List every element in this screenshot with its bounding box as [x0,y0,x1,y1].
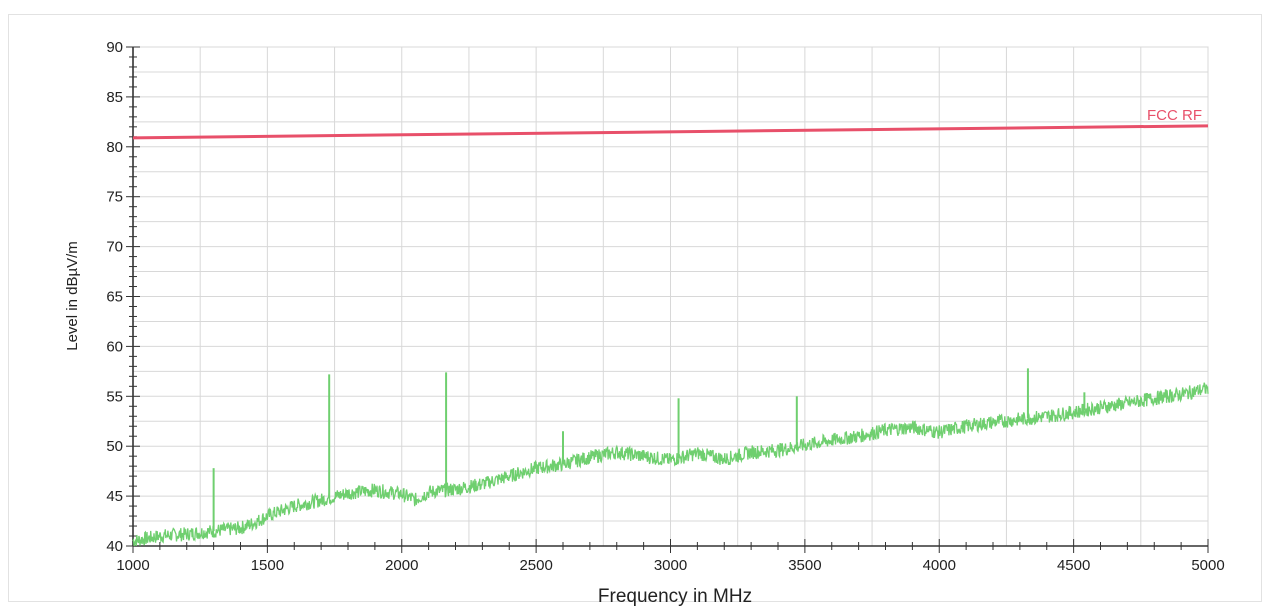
y-tick-label: 65 [106,289,123,306]
x-tick-label: 1500 [251,557,284,574]
y-tick-label: 45 [106,488,123,505]
chart-frame [8,14,1262,602]
y-tick-label: 70 [106,239,123,256]
y-tick-label: 80 [106,139,123,156]
x-tick-label: 2500 [519,557,552,574]
y-tick-label: 55 [106,388,123,405]
y-tick-label: 60 [106,338,123,355]
x-tick-label: 2000 [385,557,418,574]
series-layer: FCC RF [132,107,1209,547]
x-axis-title: Frequency in MHz [598,586,752,607]
y-tick-label: 85 [106,89,123,106]
y-tick-label: 40 [106,538,123,555]
axes: 40 45 50 55 60 65 70 75 80 85 90 1000 1500 2000 2500 30… [106,39,1224,574]
y-axis-title: Level in dBµV/m [64,241,81,351]
fcc-rf-limit-line [132,124,1209,140]
x-tick-label: 4500 [1057,557,1090,574]
x-tick-label: 3000 [654,557,687,574]
x-tick-label: 5000 [1191,557,1224,574]
y-tick-label: 50 [106,438,123,455]
x-tick-label: 4000 [923,557,956,574]
fcc-rf-label: FCC RF [1147,107,1202,124]
y-tick-label: 90 [106,39,123,56]
grid [132,46,1209,547]
x-tick-label: 1000 [116,557,149,574]
x-tick-label: 3500 [788,557,821,574]
y-tick-label: 75 [106,189,123,206]
